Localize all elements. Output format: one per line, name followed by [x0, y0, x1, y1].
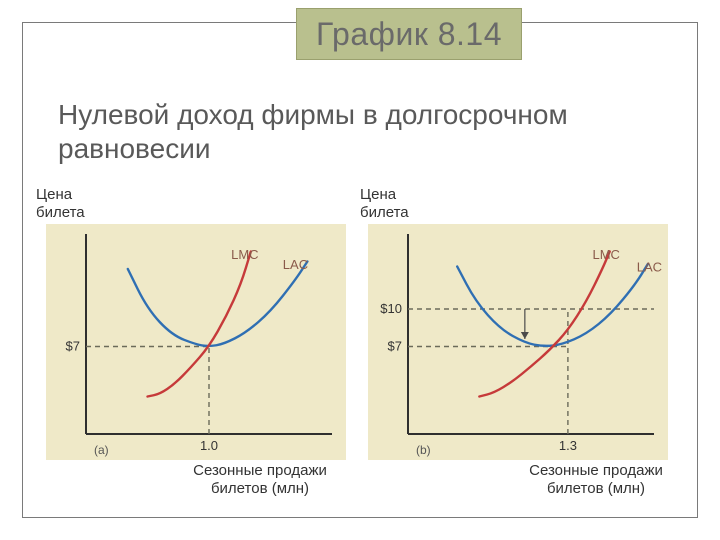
slide-title: График 8.14 [316, 16, 502, 53]
svg-text:1.3: 1.3 [559, 438, 577, 453]
panel-b: $10 $7 1.3 LMC LAC (b) [368, 224, 668, 474]
svg-text:$10: $10 [380, 301, 402, 316]
svg-text:LMC: LMC [231, 247, 258, 262]
panel-a-xlabel: Сезонные продажибилетов (млн) [170, 462, 350, 498]
svg-text:LAC: LAC [283, 257, 308, 272]
svg-text:LAC: LAC [637, 260, 662, 275]
panel-b-svg: $10 $7 1.3 LMC LAC (b) [368, 224, 668, 474]
panel-a: $7 1.0 LMC LAC (a) [46, 224, 346, 474]
panel-a-svg: $7 1.0 LMC LAC (a) [46, 224, 346, 474]
svg-text:1.0: 1.0 [200, 438, 218, 453]
svg-text:$7: $7 [388, 339, 402, 354]
svg-text:(b): (b) [416, 443, 431, 457]
svg-text:(a): (a) [94, 443, 109, 457]
slide: График 8.14 Нулевой доход фирмы в долгос… [0, 0, 720, 540]
title-band: График 8.14 [296, 8, 522, 60]
svg-text:$7: $7 [66, 339, 80, 354]
slide-subtitle: Нулевой доход фирмы в долгосрочном равно… [58, 98, 660, 165]
svg-text:LMC: LMC [593, 247, 620, 262]
panel-b-ylabel: Ценабилета [360, 186, 409, 222]
panel-a-ylabel: Ценабилета [36, 186, 85, 222]
panel-b-xlabel: Сезонные продажибилетов (млн) [506, 462, 686, 498]
